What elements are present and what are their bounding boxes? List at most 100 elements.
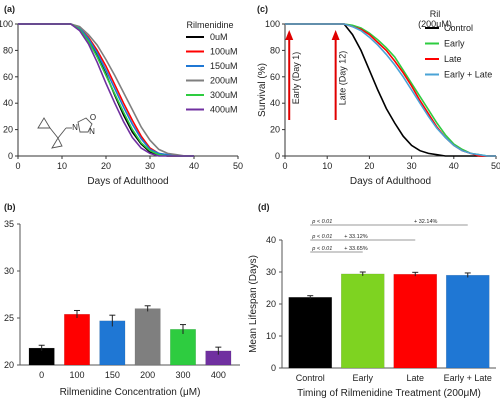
a-y-tick-label: 20 — [3, 125, 13, 135]
a-series-line-0 — [18, 23, 194, 157]
c-legend-label: Control — [444, 23, 473, 33]
a-series-line-3 — [18, 23, 194, 157]
a-series-line-1 — [18, 23, 194, 157]
structure-atom-label: N — [72, 123, 78, 132]
a-x-tick-label: 10 — [57, 161, 67, 171]
d-bar — [393, 273, 438, 369]
d-bar — [445, 274, 490, 369]
c-y-tick-label: 20 — [270, 125, 280, 135]
b-x-tick-label: 150 — [105, 370, 120, 380]
structure-bond — [37, 117, 51, 129]
c-legend-label: Early — [444, 39, 465, 49]
c-panel-label: (c) — [257, 4, 268, 14]
b-x-tick-label: 300 — [175, 370, 190, 380]
c-x-tick-label: 40 — [449, 161, 459, 171]
b-y-tick-label: 35 — [4, 219, 14, 229]
a-y-axis-label: Survival (%) — [0, 63, 1, 117]
a-legend-label: 150uM — [210, 61, 238, 71]
d-y-tick-label: 30 — [266, 267, 276, 277]
a-legend-label: 0uM — [210, 32, 228, 42]
c-y-tick-label: 100 — [265, 19, 280, 29]
a-x-tick-label: 20 — [101, 161, 111, 171]
c-y-tick-label: 40 — [270, 98, 280, 108]
c-y-tick-label: 80 — [270, 45, 280, 55]
a-y-tick-label: 40 — [3, 98, 13, 108]
c-y-tick-label: 0 — [275, 151, 280, 161]
c-legend-label: Early + Late — [444, 70, 492, 80]
c-x-axis-label: Days of Adulthood — [350, 176, 431, 187]
structure-bond — [49, 127, 67, 139]
a-y-tick-label: 0 — [8, 151, 13, 161]
a-panel-label: (a) — [4, 4, 15, 14]
c-legend-title: Ril — [430, 9, 441, 19]
b-panel-label: (b) — [4, 202, 16, 212]
b-y-tick-label: 30 — [4, 266, 14, 276]
c-x-tick-label: 30 — [407, 161, 417, 171]
structure-atom-label: O — [90, 113, 96, 122]
b-x-axis-label: Rilmenidine Concentration (μM) — [60, 387, 201, 398]
b-bar — [134, 308, 161, 366]
c-x-tick-label: 0 — [282, 161, 287, 171]
d-significance-change: + 33.12% — [344, 234, 368, 240]
a-x-tick-label: 40 — [189, 161, 199, 171]
c-annotation-arrowhead — [331, 30, 340, 40]
a-legend-label: 100uM — [210, 47, 238, 57]
a-x-tick-label: 50 — [233, 161, 243, 171]
d-bar — [340, 273, 385, 369]
c-series-line-0 — [285, 23, 496, 157]
c-x-tick-label: 50 — [491, 161, 500, 171]
a-legend-label: 200uM — [210, 76, 238, 86]
a-x-tick-label: 30 — [145, 161, 155, 171]
d-panel-label: (d) — [258, 202, 270, 212]
a-y-tick-label: 100 — [0, 19, 13, 29]
a-x-tick-label: 0 — [15, 161, 20, 171]
d-x-tick-label: Early — [352, 373, 373, 383]
d-y-tick-label: 20 — [266, 299, 276, 309]
c-annotation-arrowhead — [285, 30, 294, 40]
c-x-tick-label: 10 — [322, 161, 332, 171]
d-x-tick-label: Early + Late — [444, 373, 492, 383]
b-x-tick-label: 400 — [211, 370, 226, 380]
structure-atom-label: N — [89, 127, 95, 136]
a-y-tick-label: 80 — [3, 45, 13, 55]
b-bar — [170, 329, 196, 366]
a-legend-label: 300uM — [210, 90, 238, 100]
d-x-axis-label: Timing of Rilmenidine Treatment (200μM) — [297, 388, 481, 399]
d-significance-change: + 32.14% — [414, 219, 438, 225]
a-series-line-4 — [18, 23, 194, 157]
d-y-tick-label: 10 — [266, 331, 276, 341]
d-significance-p: p < 0.01 — [311, 234, 332, 240]
b-x-tick-label: 200 — [140, 370, 155, 380]
c-y-tick-label: 60 — [270, 72, 280, 82]
a-y-tick-label: 60 — [3, 72, 13, 82]
b-x-tick-label: 100 — [69, 370, 84, 380]
c-x-tick-label: 20 — [364, 161, 374, 171]
b-y-tick-label: 20 — [4, 360, 14, 370]
c-legend-subtitle: (200μM) — [418, 19, 452, 29]
a-legend-title: Rilmenidine — [186, 20, 233, 30]
d-bar — [288, 297, 333, 369]
d-y-tick-label: 0 — [271, 363, 276, 373]
c-series-line-3 — [285, 23, 496, 157]
d-significance-p: p < 0.01 — [311, 246, 332, 252]
rilmenidine-structure-icon — [37, 117, 93, 149]
c-legend-label: Late — [444, 54, 462, 64]
d-y-tick-label: 40 — [266, 235, 276, 245]
b-bar — [64, 313, 90, 366]
d-significance-p: p < 0.01 — [311, 219, 332, 225]
d-y-axis-label: Mean Lifespan (Days) — [248, 255, 259, 353]
b-x-tick-label: 0 — [39, 370, 44, 380]
d-significance-change: + 33.65% — [344, 246, 368, 252]
b-bar — [99, 320, 126, 366]
a-series-line-5 — [18, 23, 194, 157]
a-legend-label: 400uM — [210, 105, 238, 115]
b-y-tick-label: 25 — [4, 313, 14, 323]
structure-bond — [51, 137, 63, 149]
a-x-axis-label: Days of Adulthood — [87, 176, 168, 187]
a-series-line-2 — [18, 23, 194, 157]
d-x-tick-label: Control — [296, 373, 325, 383]
d-x-tick-label: Late — [406, 373, 424, 383]
c-annotation-label: Late (Day 12) — [338, 51, 348, 106]
structure-bond — [77, 117, 93, 133]
